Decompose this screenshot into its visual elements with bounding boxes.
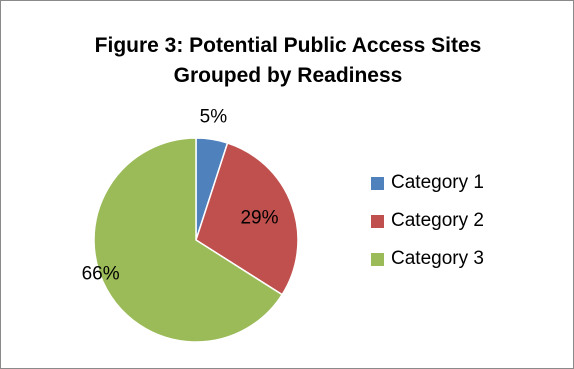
pie-slice-category-2 bbox=[195, 142, 299, 296]
legend-label-category-1: Category 1 bbox=[391, 172, 484, 193]
legend-label-category-2: Category 2 bbox=[391, 210, 484, 231]
legend-swatch-category-2 bbox=[371, 214, 384, 228]
chart-title-line-1: Figure 3: Potential Public Access Sites bbox=[94, 34, 482, 57]
legend-swatch-category-1 bbox=[371, 176, 384, 190]
legend-swatch-category-3 bbox=[371, 252, 384, 266]
data-label-category-1: 5% bbox=[200, 107, 228, 128]
chart-title-line-2: Grouped by Readiness bbox=[173, 64, 403, 87]
legend-item-category-3: Category 3 bbox=[371, 240, 484, 278]
data-label-category-2: 29% bbox=[240, 208, 278, 229]
legend-item-category-1: Category 1 bbox=[371, 164, 484, 202]
pie-slice-category-3 bbox=[93, 137, 284, 343]
legend: Category 1 Category 2 Category 3 bbox=[371, 164, 484, 278]
legend-label-category-3: Category 3 bbox=[391, 248, 484, 269]
data-label-category-3: 66% bbox=[82, 263, 120, 284]
chart-title: Figure 3: Potential Public Access Sites … bbox=[31, 31, 545, 91]
legend-item-category-2: Category 2 bbox=[371, 202, 484, 240]
